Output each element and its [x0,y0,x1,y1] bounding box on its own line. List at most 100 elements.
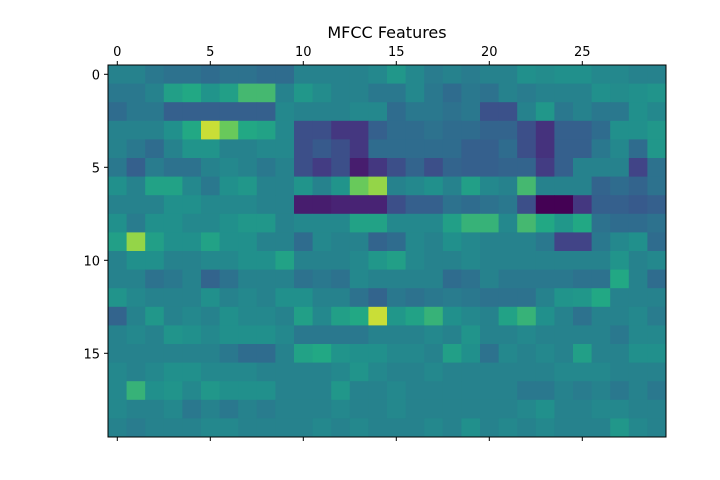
heatmap-cell [145,158,165,177]
heatmap-cell [498,65,518,84]
heatmap-cell [517,251,537,270]
heatmap-cell [573,176,592,196]
heatmap-cell [201,158,220,177]
heatmap-cell [312,213,332,233]
heatmap-cell [238,102,258,122]
heatmap-cell [498,325,518,345]
heatmap-cell [145,418,165,438]
heatmap-cell [591,65,611,84]
heatmap-cell [442,195,462,215]
heatmap-cell [424,344,444,363]
heatmap-cell [126,120,146,140]
heatmap-cell [424,120,444,140]
heatmap-cell [145,362,165,382]
heatmap-cell [294,83,313,103]
y-tick-label: 0 [92,68,100,83]
heatmap-cell [498,102,518,122]
heatmap-cell [498,381,518,401]
heatmap-cell [275,288,295,308]
heatmap-cell [573,418,592,438]
heatmap-cell [517,120,537,140]
heatmap-cell [201,83,220,103]
heatmap-cell [312,362,332,382]
heatmap-cell [331,288,351,308]
heatmap-cell [349,251,369,270]
heatmap-cell [480,288,499,308]
heatmap-cell [573,381,592,401]
heatmap-cell [126,288,146,308]
heatmap-cell [554,288,574,308]
heatmap-cell [238,325,258,345]
heatmap-cell [442,418,462,438]
heatmap-cell [238,362,258,382]
heatmap-cell [498,306,518,326]
heatmap-cell [387,288,406,308]
heatmap-cell [498,83,518,103]
heatmap-cell [256,139,276,159]
heatmap-cell [331,251,351,270]
heatmap-cell [108,344,127,363]
heatmap-cell [275,158,295,177]
heatmap-cell [163,344,183,363]
heatmap-cell [163,195,183,215]
heatmap-cell [461,344,481,363]
heatmap-cell [610,399,630,419]
heatmap-cell [554,418,574,438]
heatmap-cells [108,65,667,438]
heatmap-cell [201,139,220,159]
heatmap-cell [312,418,332,438]
heatmap-cell [256,362,276,382]
heatmap-cell [573,120,592,140]
heatmap-cell [591,399,611,419]
heatmap-cell [517,325,537,345]
heatmap-cell [349,102,369,122]
heatmap-cell [573,399,592,419]
heatmap-cell [163,269,183,289]
x-tick-label: 25 [574,45,591,60]
heatmap-cell [126,139,146,159]
heatmap-cell [591,120,611,140]
heatmap-cell [108,195,127,215]
heatmap-cell [647,344,667,363]
heatmap-cell [647,195,667,215]
heatmap-cell [461,306,481,326]
heatmap-cell [256,120,276,140]
heatmap-cell [201,344,220,363]
heatmap-cell [573,65,592,84]
heatmap-cell [591,195,611,215]
heatmap-cell [145,381,165,401]
heatmap-cell [461,325,481,345]
heatmap-cell [573,288,592,308]
heatmap-cell [610,139,630,159]
heatmap-cell [201,195,220,215]
heatmap-cell [461,195,481,215]
heatmap-cell [387,344,406,363]
heatmap-cell [387,232,406,252]
heatmap-cell [256,251,276,270]
heatmap-cell [573,158,592,177]
heatmap-cell [238,418,258,438]
heatmap-cell [628,306,648,326]
heatmap-cell [163,232,183,252]
heatmap-cell [498,120,518,140]
heatmap-cell [442,176,462,196]
heatmap-cell [461,399,481,419]
y-tick-label: 5 [92,161,100,176]
heatmap-cell [424,362,444,382]
heatmap-cell [554,158,574,177]
heatmap-cell [498,158,518,177]
heatmap-cell [182,288,202,308]
heatmap-cell [331,399,351,419]
heatmap-cell [498,176,518,196]
heatmap-cell [591,381,611,401]
heatmap-cell [163,176,183,196]
heatmap-cell [331,195,351,215]
heatmap-cell [535,120,555,140]
heatmap-cell [554,251,574,270]
heatmap-cell [554,213,574,233]
heatmap-cell [424,232,444,252]
heatmap-cell [368,288,388,308]
heatmap-cell [256,418,276,438]
heatmap-cell [517,306,537,326]
heatmap-cell [591,251,611,270]
